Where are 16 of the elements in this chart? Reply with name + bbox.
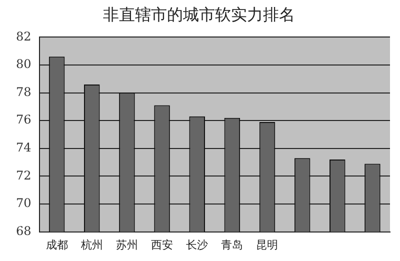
- y-tick-label: 72: [16, 168, 32, 182]
- y-tick-label: 76: [16, 112, 32, 127]
- y-tick-label: 78: [16, 84, 32, 99]
- y-tick-label: 68: [16, 224, 32, 238]
- chart-title: 非直辖市的城市软实力排名: [103, 4, 295, 24]
- y-tick-label: 70: [16, 196, 32, 210]
- y-tick-label: 82: [16, 29, 32, 44]
- x-tick-label: 成都: [46, 238, 68, 252]
- x-tick-label: 昆明: [256, 238, 278, 252]
- y-tick-label: 74: [16, 140, 32, 155]
- x-tick-label: 西安: [151, 238, 174, 252]
- x-tick-label: 青岛: [221, 238, 244, 252]
- x-tick-label: 苏州: [116, 238, 138, 252]
- x-tick-label: 杭州: [80, 238, 103, 252]
- x-tick-label: 长沙: [186, 238, 208, 252]
- y-tick-label: 80: [16, 57, 32, 72]
